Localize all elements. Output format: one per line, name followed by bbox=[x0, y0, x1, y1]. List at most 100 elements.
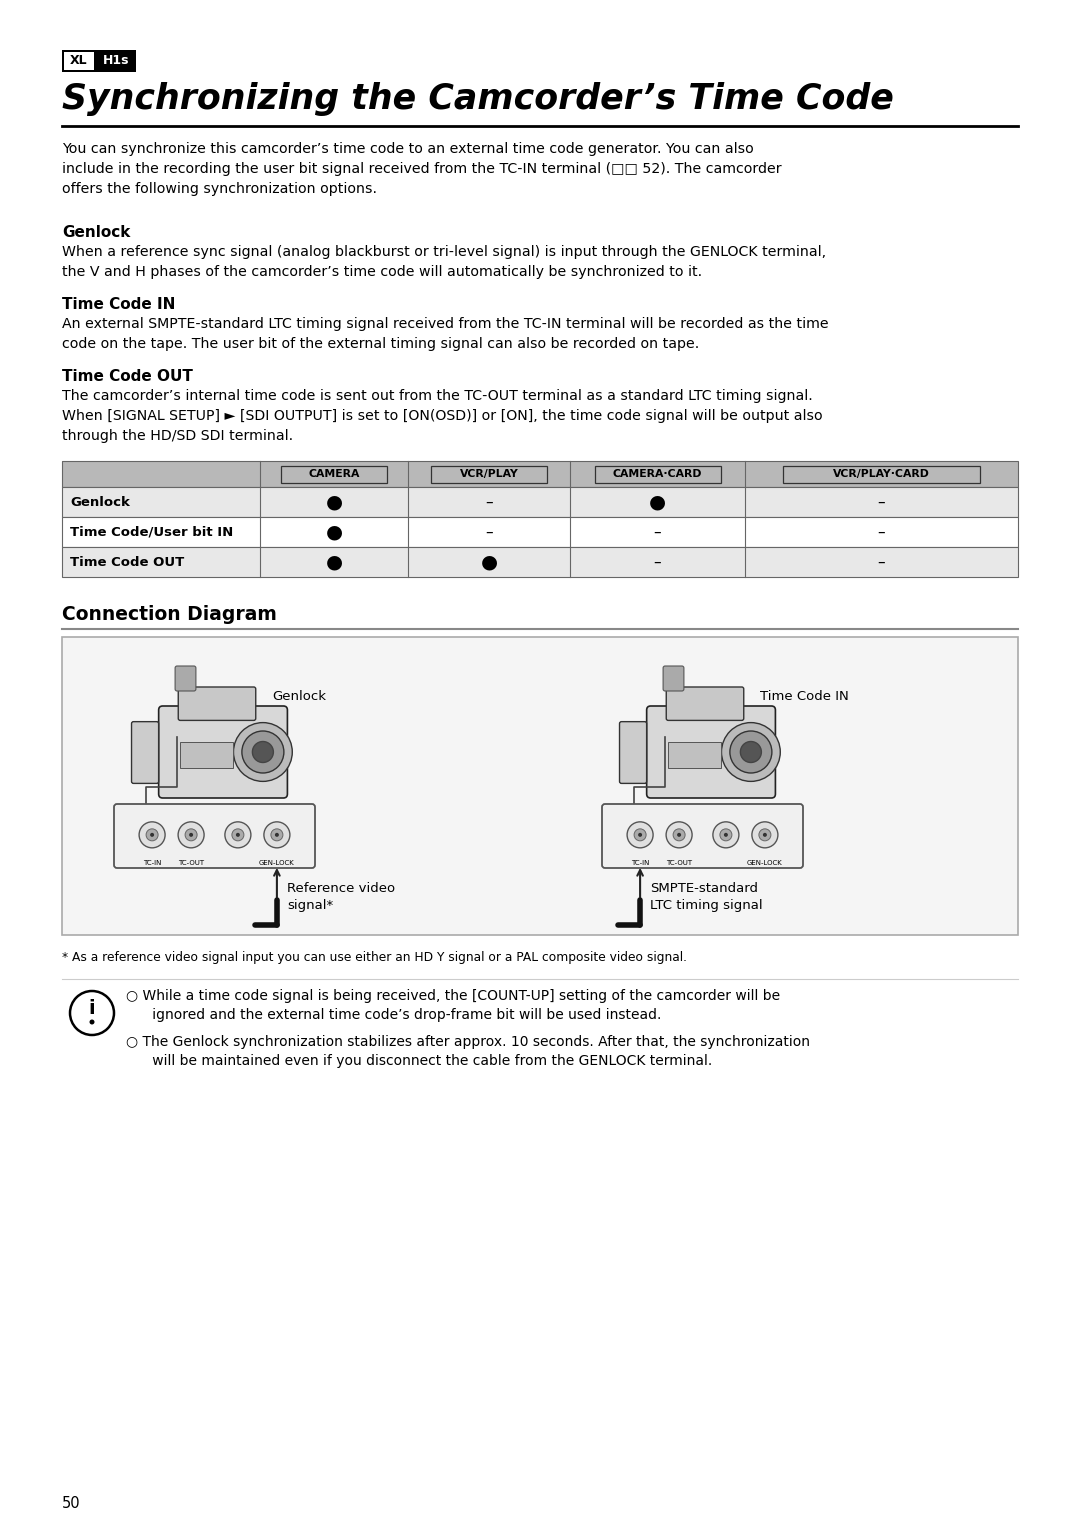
Text: Reference video
signal*: Reference video signal* bbox=[287, 882, 395, 913]
Text: VCR/PLAY·CARD: VCR/PLAY·CARD bbox=[833, 468, 930, 479]
Circle shape bbox=[627, 823, 653, 848]
Text: GEN-LOCK: GEN-LOCK bbox=[747, 861, 783, 865]
Text: TC-OUT: TC-OUT bbox=[178, 861, 204, 865]
FancyBboxPatch shape bbox=[663, 665, 684, 691]
Circle shape bbox=[139, 823, 165, 848]
Text: –: – bbox=[485, 494, 492, 510]
FancyBboxPatch shape bbox=[175, 665, 195, 691]
FancyBboxPatch shape bbox=[178, 687, 256, 720]
Circle shape bbox=[225, 823, 251, 848]
Bar bbox=[62, 546, 1018, 577]
Bar bbox=[783, 465, 980, 482]
Bar bbox=[281, 465, 388, 482]
Text: CAMERA·CARD: CAMERA·CARD bbox=[612, 468, 702, 479]
Text: TC-OUT: TC-OUT bbox=[666, 861, 692, 865]
Text: 50: 50 bbox=[62, 1495, 81, 1511]
Text: TC-IN: TC-IN bbox=[631, 861, 649, 865]
Text: XL: XL bbox=[70, 55, 87, 67]
Circle shape bbox=[721, 723, 780, 781]
Text: H1s: H1s bbox=[103, 55, 130, 67]
Text: ●: ● bbox=[325, 522, 342, 542]
Bar bbox=[62, 636, 1018, 935]
Text: Connection Diagram: Connection Diagram bbox=[62, 604, 276, 624]
Text: ●: ● bbox=[481, 552, 498, 572]
Bar bbox=[64, 52, 94, 70]
Bar bbox=[431, 465, 548, 482]
Text: Genlock: Genlock bbox=[62, 224, 131, 240]
Text: SMPTE-standard
LTC timing signal: SMPTE-standard LTC timing signal bbox=[650, 882, 762, 913]
Bar bbox=[62, 461, 1018, 487]
Circle shape bbox=[146, 829, 158, 841]
FancyBboxPatch shape bbox=[159, 707, 287, 798]
Circle shape bbox=[713, 823, 739, 848]
Circle shape bbox=[242, 731, 284, 774]
Text: –: – bbox=[878, 494, 886, 510]
FancyBboxPatch shape bbox=[647, 707, 775, 798]
Circle shape bbox=[634, 829, 646, 841]
Text: –: – bbox=[878, 525, 886, 540]
Circle shape bbox=[178, 823, 204, 848]
Text: Time Code IN: Time Code IN bbox=[62, 298, 175, 311]
Bar bbox=[62, 461, 1018, 487]
Text: Time Code IN: Time Code IN bbox=[760, 690, 849, 703]
Circle shape bbox=[730, 731, 772, 774]
Text: GEN-LOCK: GEN-LOCK bbox=[259, 861, 295, 865]
Bar bbox=[594, 465, 720, 482]
Text: Genlock: Genlock bbox=[70, 496, 130, 508]
FancyBboxPatch shape bbox=[602, 804, 804, 868]
Text: VCR/PLAY: VCR/PLAY bbox=[460, 468, 518, 479]
Text: TC-IN: TC-IN bbox=[143, 861, 161, 865]
Text: –: – bbox=[653, 525, 661, 540]
Text: –: – bbox=[878, 554, 886, 569]
Circle shape bbox=[724, 833, 728, 836]
FancyBboxPatch shape bbox=[666, 687, 744, 720]
Text: CAMERA: CAMERA bbox=[308, 468, 360, 479]
FancyBboxPatch shape bbox=[114, 804, 315, 868]
Circle shape bbox=[232, 829, 244, 841]
Text: Time Code OUT: Time Code OUT bbox=[62, 369, 193, 385]
Circle shape bbox=[762, 833, 767, 836]
Text: –: – bbox=[485, 525, 492, 540]
Text: ●: ● bbox=[649, 493, 666, 511]
Text: Synchronizing the Camcorder’s Time Code: Synchronizing the Camcorder’s Time Code bbox=[62, 82, 894, 116]
Text: * As a reference video signal input you can use either an HD Y signal or a PAL c: * As a reference video signal input you … bbox=[62, 951, 687, 964]
Text: The camcorder’s internal time code is sent out from the TC-OUT terminal as a sta: The camcorder’s internal time code is se… bbox=[62, 389, 823, 443]
Text: When a reference sync signal (analog blackburst or tri-level signal) is input th: When a reference sync signal (analog bla… bbox=[62, 246, 826, 279]
Circle shape bbox=[741, 742, 761, 763]
Text: –: – bbox=[653, 554, 661, 569]
Circle shape bbox=[70, 990, 114, 1035]
Circle shape bbox=[189, 833, 193, 836]
FancyBboxPatch shape bbox=[620, 722, 647, 783]
Bar bbox=[180, 742, 233, 768]
Circle shape bbox=[673, 829, 685, 841]
Bar bbox=[669, 742, 720, 768]
Circle shape bbox=[275, 833, 279, 836]
Bar bbox=[62, 517, 1018, 546]
Text: ●: ● bbox=[325, 493, 342, 511]
Text: Time Code/User bit IN: Time Code/User bit IN bbox=[70, 525, 233, 539]
Text: You can synchronize this camcorder’s time code to an external time code generato: You can synchronize this camcorder’s tim… bbox=[62, 142, 782, 197]
Circle shape bbox=[233, 723, 293, 781]
Circle shape bbox=[677, 833, 681, 836]
Circle shape bbox=[185, 829, 198, 841]
FancyBboxPatch shape bbox=[132, 722, 159, 783]
Circle shape bbox=[90, 1019, 95, 1024]
Circle shape bbox=[271, 829, 283, 841]
Circle shape bbox=[150, 833, 154, 836]
Text: ○ While a time code signal is being received, the [COUNT-UP] setting of the camc: ○ While a time code signal is being rece… bbox=[126, 989, 780, 1022]
Text: i: i bbox=[89, 1000, 95, 1018]
Circle shape bbox=[253, 742, 273, 763]
Circle shape bbox=[759, 829, 771, 841]
Text: An external SMPTE-standard LTC timing signal received from the TC-IN terminal wi: An external SMPTE-standard LTC timing si… bbox=[62, 317, 828, 351]
Bar bbox=[62, 487, 1018, 517]
Circle shape bbox=[264, 823, 289, 848]
Text: ○ The Genlock synchronization stabilizes after approx. 10 seconds. After that, t: ○ The Genlock synchronization stabilizes… bbox=[126, 1035, 810, 1068]
Circle shape bbox=[720, 829, 732, 841]
Circle shape bbox=[666, 823, 692, 848]
Circle shape bbox=[638, 833, 643, 836]
Text: Time Code OUT: Time Code OUT bbox=[70, 555, 185, 569]
Circle shape bbox=[752, 823, 778, 848]
Text: Genlock: Genlock bbox=[272, 690, 326, 703]
Text: ●: ● bbox=[325, 552, 342, 572]
Circle shape bbox=[235, 833, 240, 836]
